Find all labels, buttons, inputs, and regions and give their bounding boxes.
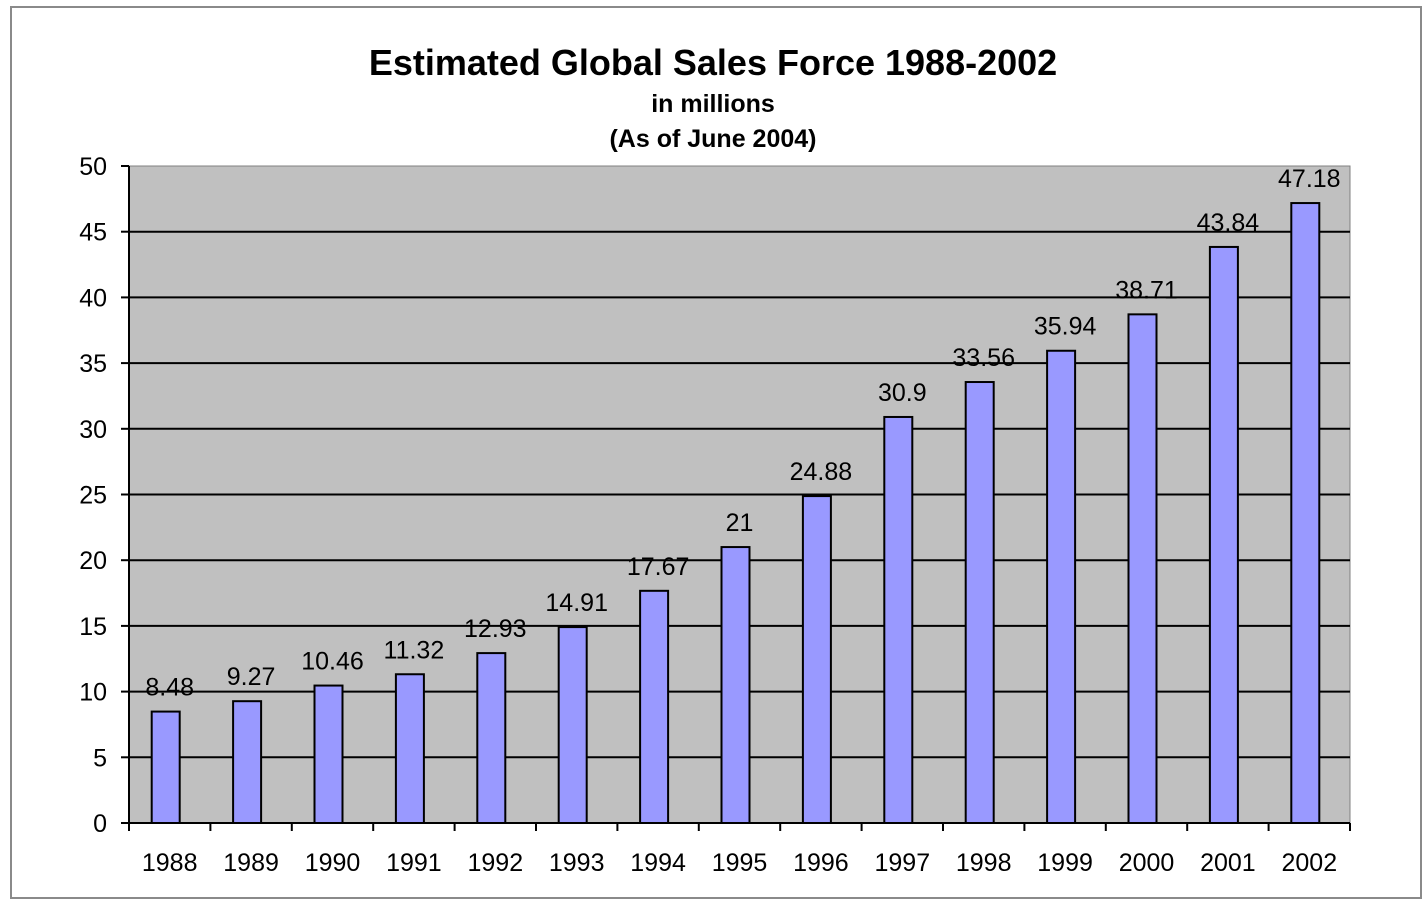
x-tick-label: 2000 — [1119, 849, 1175, 877]
data-label: 21 — [726, 509, 754, 537]
data-label: 38.71 — [1115, 276, 1178, 304]
x-tick-label: 1997 — [874, 849, 930, 877]
data-label: 35.94 — [1034, 313, 1097, 341]
bar — [883, 415, 914, 824]
data-label: 8.48 — [145, 674, 194, 702]
y-tick-label: 0 — [93, 810, 107, 838]
x-tick-label: 1998 — [956, 849, 1012, 877]
y-tick-label: 10 — [79, 679, 107, 707]
y-tick-label: 25 — [79, 482, 107, 510]
chart-subtitle-date: (As of June 2004) — [609, 125, 817, 153]
data-label: 24.88 — [790, 458, 853, 486]
x-tick-label: 1988 — [142, 849, 198, 877]
bar — [1290, 202, 1321, 824]
x-tick-label: 1990 — [305, 849, 361, 877]
data-label: 43.84 — [1197, 209, 1260, 237]
bar — [150, 710, 181, 825]
bar — [1046, 349, 1077, 824]
bar — [1127, 313, 1158, 824]
y-tick-label: 50 — [79, 153, 107, 181]
data-label: 14.91 — [545, 589, 608, 617]
bar — [313, 684, 344, 824]
y-tick-label: 40 — [79, 284, 107, 312]
x-tick-label: 2001 — [1200, 849, 1256, 877]
data-label: 47.18 — [1278, 165, 1341, 193]
x-tick-label: 1993 — [549, 849, 605, 877]
x-tick-label: 1994 — [630, 849, 686, 877]
bar — [557, 626, 588, 824]
chart-title: Estimated Global Sales Force 1988-2002 — [368, 42, 1058, 83]
chart-subtitle-units: in millions — [651, 90, 775, 118]
x-tick-label: 1989 — [223, 849, 279, 877]
data-label: 17.67 — [627, 553, 690, 581]
bar — [964, 381, 995, 824]
data-label: 30.9 — [878, 379, 927, 407]
data-label: 10.46 — [301, 648, 364, 676]
data-label: 12.93 — [464, 615, 527, 643]
data-label: 33.56 — [952, 344, 1015, 372]
y-tick-label: 30 — [79, 416, 107, 444]
y-tick-label: 5 — [93, 744, 107, 772]
y-tick-label: 15 — [79, 613, 107, 641]
x-tick-label: 1991 — [386, 849, 442, 877]
bar — [1208, 245, 1239, 825]
bar — [476, 652, 507, 824]
bar — [639, 589, 670, 825]
x-tick-label: 1992 — [467, 849, 523, 877]
bar — [394, 673, 425, 824]
y-tick-label: 20 — [79, 547, 107, 575]
bar — [232, 700, 263, 824]
bar — [720, 546, 751, 824]
bar — [801, 495, 832, 824]
x-tick-label: 1999 — [1037, 849, 1093, 877]
data-label: 9.27 — [227, 663, 276, 691]
y-tick-label: 45 — [79, 219, 107, 247]
y-tick-label: 35 — [79, 350, 107, 378]
data-label: 11.32 — [384, 636, 445, 664]
x-tick-label: 2002 — [1281, 849, 1337, 877]
x-tick-label: 1995 — [712, 849, 768, 877]
x-tick-label: 1996 — [793, 849, 849, 877]
